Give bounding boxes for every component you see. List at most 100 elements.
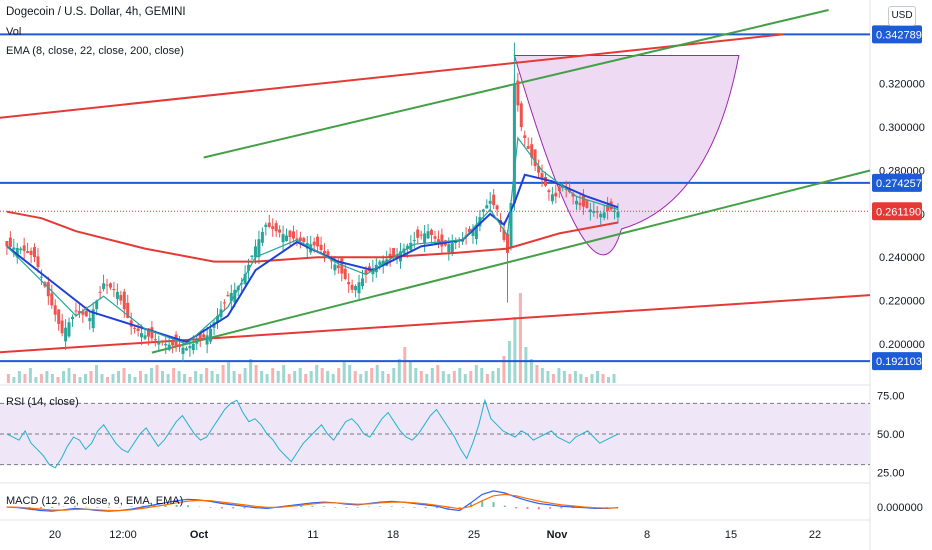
volume-bar (106, 377, 109, 383)
candle-body (302, 237, 306, 242)
macd-histogram-bar (107, 507, 110, 508)
volume-bar (232, 371, 236, 383)
candle-body (288, 230, 292, 237)
price-tag (872, 173, 922, 192)
volume-bar (452, 371, 456, 383)
volume-bar (403, 347, 407, 383)
volume-bar (359, 374, 363, 383)
volume-bar (210, 371, 214, 383)
candle-body (533, 149, 537, 167)
candle-body (267, 222, 271, 227)
volume-bar (480, 368, 484, 383)
volume-bar (133, 377, 137, 383)
candle-body (12, 247, 16, 250)
volume-bar (89, 371, 93, 383)
time-axis[interactable]: 20 12:00 Oct 11 18 25 Nov 8 15 22 (49, 529, 821, 541)
candle-body (333, 264, 337, 271)
candle-body (191, 344, 195, 351)
price-tag-label: 0.342789 (876, 29, 922, 41)
candle-body (419, 234, 423, 236)
volume-bar (216, 374, 220, 383)
macd-histogram-bar (526, 507, 529, 510)
candle-body (392, 248, 396, 258)
volume-bar (381, 371, 385, 383)
price-tick-label: 0.300000 (879, 122, 925, 134)
candle-body (233, 289, 237, 303)
volume-bar (249, 359, 253, 383)
symbol-legend[interactable]: Dogecoin / U.S. Dollar, 4h, GEMINI (6, 6, 186, 18)
candle-body (316, 236, 320, 247)
volume-bar (430, 368, 434, 383)
volume-bar (513, 317, 517, 383)
macd-pane: 0.000000 (5, 490, 923, 514)
volume-bar (188, 377, 192, 383)
macd-histogram-bar (209, 507, 212, 508)
ema-legend[interactable]: EMA (8, close, 22, close, 200, close) (6, 45, 184, 57)
candle-body (519, 103, 523, 128)
volume-bar (326, 371, 330, 383)
candle-body (544, 177, 547, 186)
macd-histogram-bar (605, 507, 608, 508)
candle-body (39, 276, 43, 278)
volume-legend[interactable]: Vol (6, 26, 22, 38)
candle-body (568, 188, 572, 193)
volume-bar (183, 374, 187, 383)
candle-body (285, 235, 288, 242)
candle-body (336, 265, 340, 269)
macd-legend[interactable]: MACD (12, 26, close, 9, EMA, EMA) (6, 495, 184, 507)
macd-histogram-bar (73, 505, 76, 507)
volume-bar (441, 371, 445, 383)
candle-body (81, 311, 85, 315)
macd-histogram-bar (96, 507, 99, 508)
red-channel-lower-line (0, 294, 871, 354)
candle-body (109, 283, 112, 288)
candle-body (195, 341, 199, 344)
candle-body (95, 300, 99, 309)
candle-body (361, 278, 364, 287)
volume-bar (100, 374, 104, 383)
candle-body (430, 229, 433, 235)
volume-bar (34, 377, 38, 383)
rsi-legend[interactable]: RSI (14, close) (6, 396, 79, 408)
candle-body (91, 309, 95, 329)
volume-bar (529, 359, 533, 383)
candle-body (222, 302, 226, 304)
candle-body (354, 286, 358, 291)
candle-body (437, 239, 440, 243)
volume-bar (271, 368, 275, 383)
candle-body (19, 248, 23, 251)
volume-bar (584, 377, 588, 383)
macd-histogram-bar (356, 507, 359, 508)
candle-body (471, 228, 475, 236)
volume-bar (557, 368, 561, 383)
volume-bar (419, 371, 423, 383)
volume-bar (122, 368, 126, 383)
volume-bar (469, 371, 473, 383)
volume-bar (67, 368, 71, 383)
candle-body (153, 339, 157, 341)
candle-body (357, 282, 361, 294)
macd-histogram-bar (560, 507, 563, 509)
green-channel-lower-line (151, 169, 871, 354)
macd-histogram-bar (187, 505, 189, 508)
candle-body (488, 200, 492, 204)
volume-bar (56, 377, 60, 383)
candle-body (426, 231, 430, 239)
candle-body (147, 328, 150, 337)
price-axis[interactable]: 0.2000000.2200000.2400000.2600000.280000… (872, 25, 925, 371)
macd-histogram-bar (85, 506, 88, 508)
cup-pattern (513, 55, 740, 256)
macd-histogram-bar (492, 502, 495, 507)
candle-body (88, 318, 92, 322)
macd-histogram-bar (130, 506, 133, 507)
volume-bar (447, 374, 451, 383)
candle-body (150, 327, 154, 339)
candle-body (295, 238, 299, 240)
candle-body (364, 269, 368, 275)
currency-badge[interactable]: USD (888, 6, 916, 26)
volume-bar (298, 368, 302, 383)
candle-body (343, 268, 347, 279)
candle-body (578, 202, 582, 206)
